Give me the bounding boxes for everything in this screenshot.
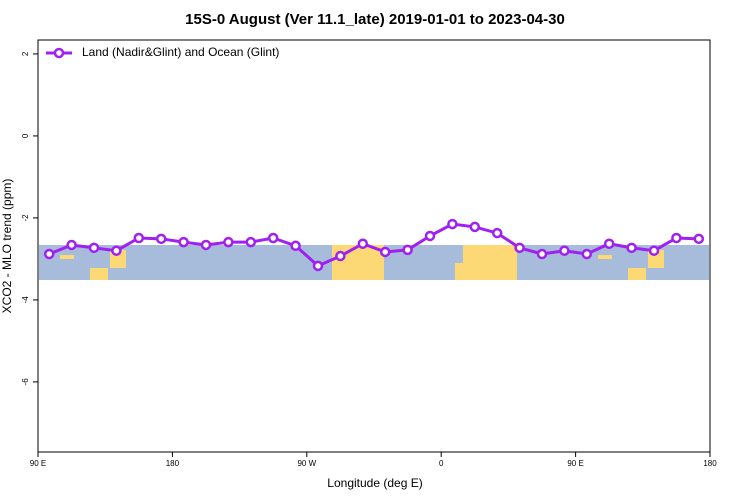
y-axis-label: XCO2 - MLO trend (ppm) [0, 179, 14, 314]
point [514, 242, 525, 254]
point [671, 232, 682, 244]
point [559, 245, 570, 256]
x-tick-label: 180 [703, 459, 717, 468]
point [245, 236, 257, 248]
point [581, 248, 593, 260]
point [267, 232, 279, 244]
point [335, 250, 346, 262]
point [424, 230, 436, 242]
x-tick-label: 90 W [297, 459, 316, 468]
point [290, 240, 301, 252]
x-tick-label: 90 E [30, 459, 46, 468]
point [379, 246, 391, 258]
point [648, 245, 660, 256]
point [200, 239, 212, 251]
point [312, 260, 324, 272]
point [693, 233, 705, 245]
point [43, 248, 55, 260]
point [178, 236, 189, 248]
x-tick-label: 180 [166, 459, 180, 468]
point [66, 239, 77, 251]
chart-title: 15S-0 August (Ver 11.1_late) 2019-01-01 … [185, 11, 565, 28]
point [447, 218, 458, 230]
y-tick-label: -2 [21, 214, 30, 222]
point [88, 242, 100, 254]
legend-marker [53, 47, 65, 59]
point [357, 238, 369, 249]
point [133, 232, 145, 244]
point [111, 245, 122, 256]
point [469, 221, 481, 233]
y-tick-label: 0 [21, 133, 30, 138]
point [536, 248, 548, 260]
point [155, 233, 167, 245]
point [223, 236, 234, 248]
y-tick-label: -4 [21, 296, 30, 304]
x-tick-label: 90 E [567, 459, 583, 468]
point [402, 244, 413, 256]
y-tick-label: 2 [21, 51, 30, 56]
y-tick-label: -6 [21, 378, 30, 386]
point [603, 238, 615, 249]
x-tick-label: 0 [439, 459, 444, 468]
map-background [39, 245, 709, 280]
x-axis-label: Longitude (deg E) [327, 476, 422, 490]
point [491, 227, 503, 239]
legend-label: Land (Nadir&Glint) and Ocean (Glint) [82, 45, 279, 59]
point [626, 242, 637, 254]
plot-frame [37, 39, 711, 453]
